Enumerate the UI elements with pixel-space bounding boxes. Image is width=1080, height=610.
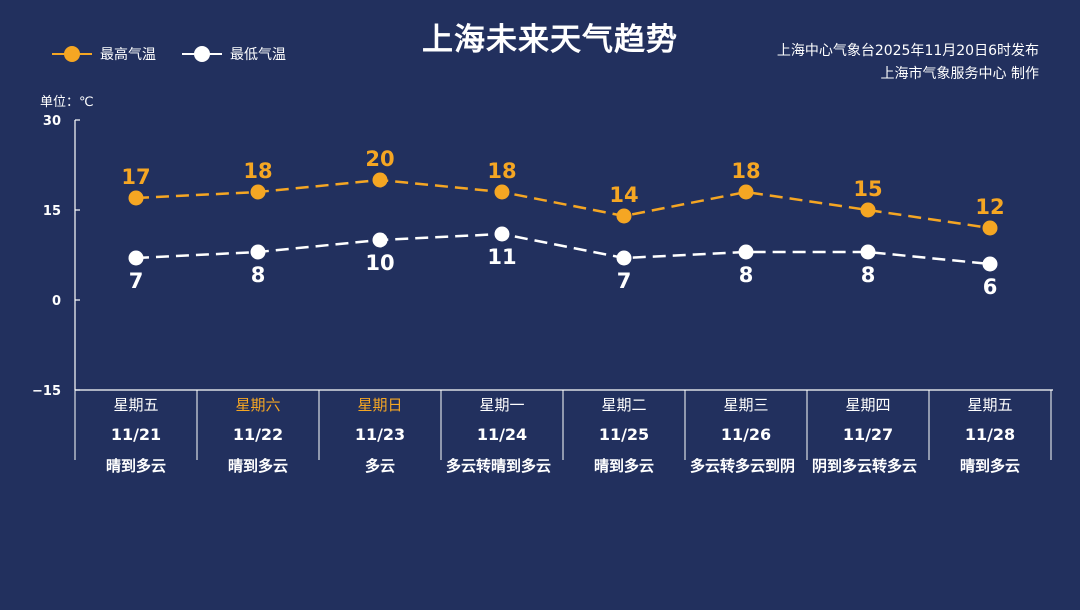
point-high [616,208,632,224]
legend-marker-high-icon [52,44,92,64]
weather-condition: 多云转晴到多云 [446,457,552,475]
x-tick-label: 11/27 [842,425,894,444]
point-high [738,184,754,200]
y-tick-label: −15 [32,384,61,399]
data-label-low: 7 [617,269,632,293]
series-line-low [135,232,991,266]
weekday-label: 星期日 [357,396,403,414]
day-column: 星期二 11/25 晴到多云 [563,395,685,478]
y-tick-label: 30 [43,114,61,129]
chart-title: 上海未来天气趋势 [422,22,678,58]
x-tick-label: 11/25 [598,425,650,444]
day-column: 星期五 11/28 晴到多云 [929,395,1051,478]
legend-label-low: 最低气温 [230,47,286,63]
weather-condition: 晴到多云 [105,457,166,475]
day-column: 星期五 11/21 晴到多云 [75,395,197,478]
point-low [372,232,388,248]
point-high [250,184,266,200]
series-line-high [135,178,991,230]
weather-condition: 晴到多云 [959,457,1020,475]
legend: 最高气温 最低气温 [52,44,312,64]
weather-condition: 晴到多云 [227,457,288,475]
day-column: 星期一 11/24 多云转晴到多云 [441,395,563,478]
point-high [128,190,144,206]
weather-condition: 多云转多云到阴 [690,457,796,475]
data-label-high: 18 [243,159,272,183]
data-label-high: 18 [731,159,760,183]
day-column: 星期三 11/26 多云转多云到阴 [685,395,807,478]
weekday-label: 星期三 [723,396,769,414]
data-label-high: 14 [609,183,638,207]
day-column: 星期四 11/27 阴到多云转多云 [807,395,929,478]
legend-item-high: 最高气温 [52,44,156,64]
unit-label: 单位：℃ [40,95,94,110]
data-label-low: 7 [129,269,144,293]
x-tick-label: 11/22 [232,425,284,444]
point-high [982,220,998,236]
data-label-low: 6 [983,275,998,299]
weather-condition: 阴到多云转多云 [812,457,918,475]
point-low [982,256,998,272]
data-label-low: 11 [487,245,516,269]
weekday-label: 星期五 [113,396,159,414]
legend-label-high: 最高气温 [100,47,156,63]
x-tick-label: 11/28 [964,425,1016,444]
legend-marker-low-icon [182,44,222,64]
point-low [494,226,510,242]
data-label-high: 20 [365,147,394,171]
day-column: 星期日 11/23 多云 [319,395,441,478]
point-low [250,244,266,260]
point-low [738,244,754,260]
data-label-low: 8 [739,263,754,287]
data-label-high: 17 [121,165,150,189]
source-line-2: 上海市气象服务中心 制作 [880,66,1039,82]
point-low [860,244,876,260]
data-label-high: 15 [853,177,882,201]
data-label-low: 10 [365,251,394,275]
data-label-high: 12 [975,195,1004,219]
weekday-label: 星期一 [479,396,525,414]
weekday-label: 星期四 [845,396,891,414]
point-high [372,172,388,188]
weather-condition: 多云 [364,457,395,475]
x-tick-label: 11/21 [110,425,162,444]
x-tick-label: 11/24 [476,425,528,444]
weekday-label: 星期五 [967,396,1013,414]
data-label-low: 8 [861,263,876,287]
source-credit: 上海中心气象台2025年11月20日6时发布 上海市气象服务中心 制作 [777,40,1039,86]
day-column: 星期六 11/22 晴到多云 [197,395,319,478]
weekday-label: 星期二 [601,396,647,414]
point-low [616,250,632,266]
legend-item-low: 最低气温 [182,44,286,64]
weather-condition: 晴到多云 [593,457,654,475]
point-low [128,250,144,266]
weekday-label: 星期六 [235,396,281,414]
source-line-1: 上海中心气象台2025年11月20日6时发布 [776,43,1039,59]
data-label-low: 8 [251,263,266,287]
x-tick-label: 11/23 [354,425,406,444]
data-label-high: 18 [487,159,516,183]
point-high [494,184,510,200]
x-tick-label: 11/26 [720,425,772,444]
y-tick-label: 15 [43,204,61,219]
point-high [860,202,876,218]
y-tick-label: 0 [52,294,61,309]
